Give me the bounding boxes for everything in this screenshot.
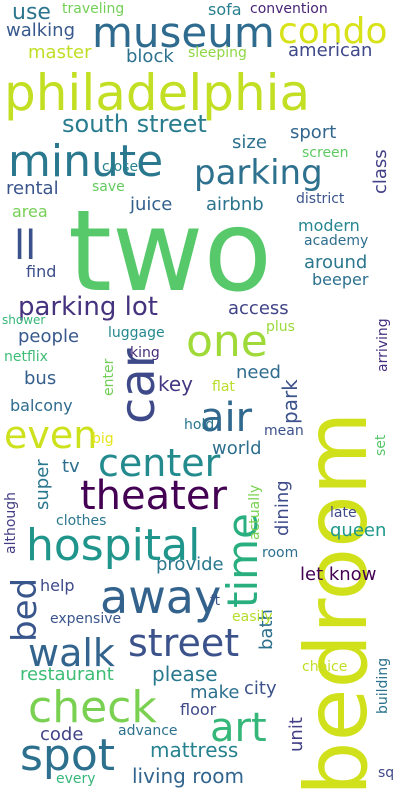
word-let-know: let know <box>300 564 377 585</box>
word-although: although <box>3 491 19 554</box>
word-arriving: arriving <box>375 318 391 372</box>
word-master: master <box>28 42 92 63</box>
word-district: district <box>296 191 345 207</box>
word-expensive: expensive <box>50 611 122 627</box>
word-area: area <box>12 202 48 221</box>
word-room: room <box>262 545 299 561</box>
word-building: building <box>375 657 391 714</box>
word-easily: easily <box>232 609 273 625</box>
word-ll: ll <box>14 223 37 269</box>
word-air: air <box>200 395 253 441</box>
word-advance: advance <box>118 723 178 739</box>
word-convention: convention <box>250 1 328 17</box>
word-choice: choice <box>302 659 348 675</box>
word-theater: theater <box>80 473 227 519</box>
word-traveling: traveling <box>62 1 125 17</box>
word-close: close <box>102 159 139 175</box>
word-condo: condo <box>278 11 388 52</box>
word-mattress: mattress <box>150 738 239 762</box>
word-sofa: sofa <box>208 0 242 19</box>
word-center: center <box>98 441 221 485</box>
word-class: class <box>370 149 391 194</box>
word-size: size <box>232 132 267 153</box>
word-south-street: south street <box>62 110 207 138</box>
word-juice: juice <box>130 194 173 215</box>
word-screen: screen <box>302 145 349 161</box>
word-luggage: luggage <box>108 325 165 341</box>
word-mean: mean <box>264 423 304 439</box>
word-make: make <box>190 682 240 703</box>
word-late: late <box>330 505 357 521</box>
word-rental: rental <box>6 178 59 199</box>
word-american: american <box>288 40 373 61</box>
word-hold: hold <box>184 417 215 433</box>
word-people: people <box>18 326 80 347</box>
word-park: park <box>278 379 302 424</box>
word-museum: museum <box>92 8 275 57</box>
word-bus: bus <box>24 368 57 389</box>
word-sq: sq <box>378 765 395 781</box>
word-plus: plus <box>266 319 295 335</box>
word-access: access <box>228 298 289 319</box>
word-beeper: beeper <box>312 270 369 289</box>
word-modern: modern <box>298 216 360 235</box>
word-clothes: clothes <box>56 513 107 529</box>
word-one: one <box>186 316 268 367</box>
word-tv: tv <box>62 456 80 477</box>
word-check: check <box>28 682 157 733</box>
word-ft: ft <box>210 593 221 609</box>
word-art: art <box>210 705 267 751</box>
word-shower: shower <box>2 313 46 327</box>
word-world: world <box>212 438 262 459</box>
word-sleeping: sleeping <box>188 45 247 61</box>
word-key: key <box>158 372 194 396</box>
word-street: street <box>128 621 240 665</box>
word-enter: enter <box>101 358 117 396</box>
word-walk: walk <box>28 631 115 675</box>
word-living-room: living room <box>132 764 244 788</box>
word-hospital: hospital <box>26 520 201 571</box>
word-spot: spot <box>20 730 116 781</box>
word-even: even <box>4 413 98 457</box>
word-save: save <box>92 179 125 195</box>
word-city: city <box>244 678 277 699</box>
word-queen: queen <box>330 520 387 541</box>
word-parking-lot: parking lot <box>18 292 158 322</box>
word-restaurant: restaurant <box>20 664 114 685</box>
word-netflix: netflix <box>4 349 48 365</box>
word-walking: walking <box>6 20 76 41</box>
word-academy: academy <box>304 233 369 249</box>
word-around: around <box>304 252 368 273</box>
word-every: every <box>56 771 96 787</box>
word-please: please <box>152 662 218 686</box>
word-away: away <box>100 570 222 624</box>
word-bed: bed <box>5 577 45 642</box>
word-use: use <box>12 0 51 25</box>
word-airbnb: airbnb <box>206 194 264 215</box>
word-set: set <box>373 434 389 456</box>
word-flat: flat <box>212 379 235 395</box>
word-find: find <box>26 262 57 281</box>
word-big: big <box>92 431 114 447</box>
word-actually: actually <box>247 484 263 540</box>
word-dining: dining <box>272 480 293 536</box>
word-sport: sport <box>290 122 337 143</box>
word-parking: parking <box>194 153 323 193</box>
word-floor: floor <box>180 700 217 719</box>
word-help: help <box>40 576 75 595</box>
word-unit: unit <box>286 717 307 752</box>
word-minute: minute <box>8 136 164 187</box>
word-two: two <box>68 187 273 317</box>
word-philadelphia: philadelphia <box>4 64 311 122</box>
word-code: code <box>40 724 84 745</box>
word-need: need <box>236 362 281 383</box>
word-provide: provide <box>156 554 224 575</box>
word-super: super <box>32 459 53 510</box>
word-block: block <box>126 46 174 67</box>
word-balcony: balcony <box>10 396 73 415</box>
word-king: king <box>130 345 160 361</box>
